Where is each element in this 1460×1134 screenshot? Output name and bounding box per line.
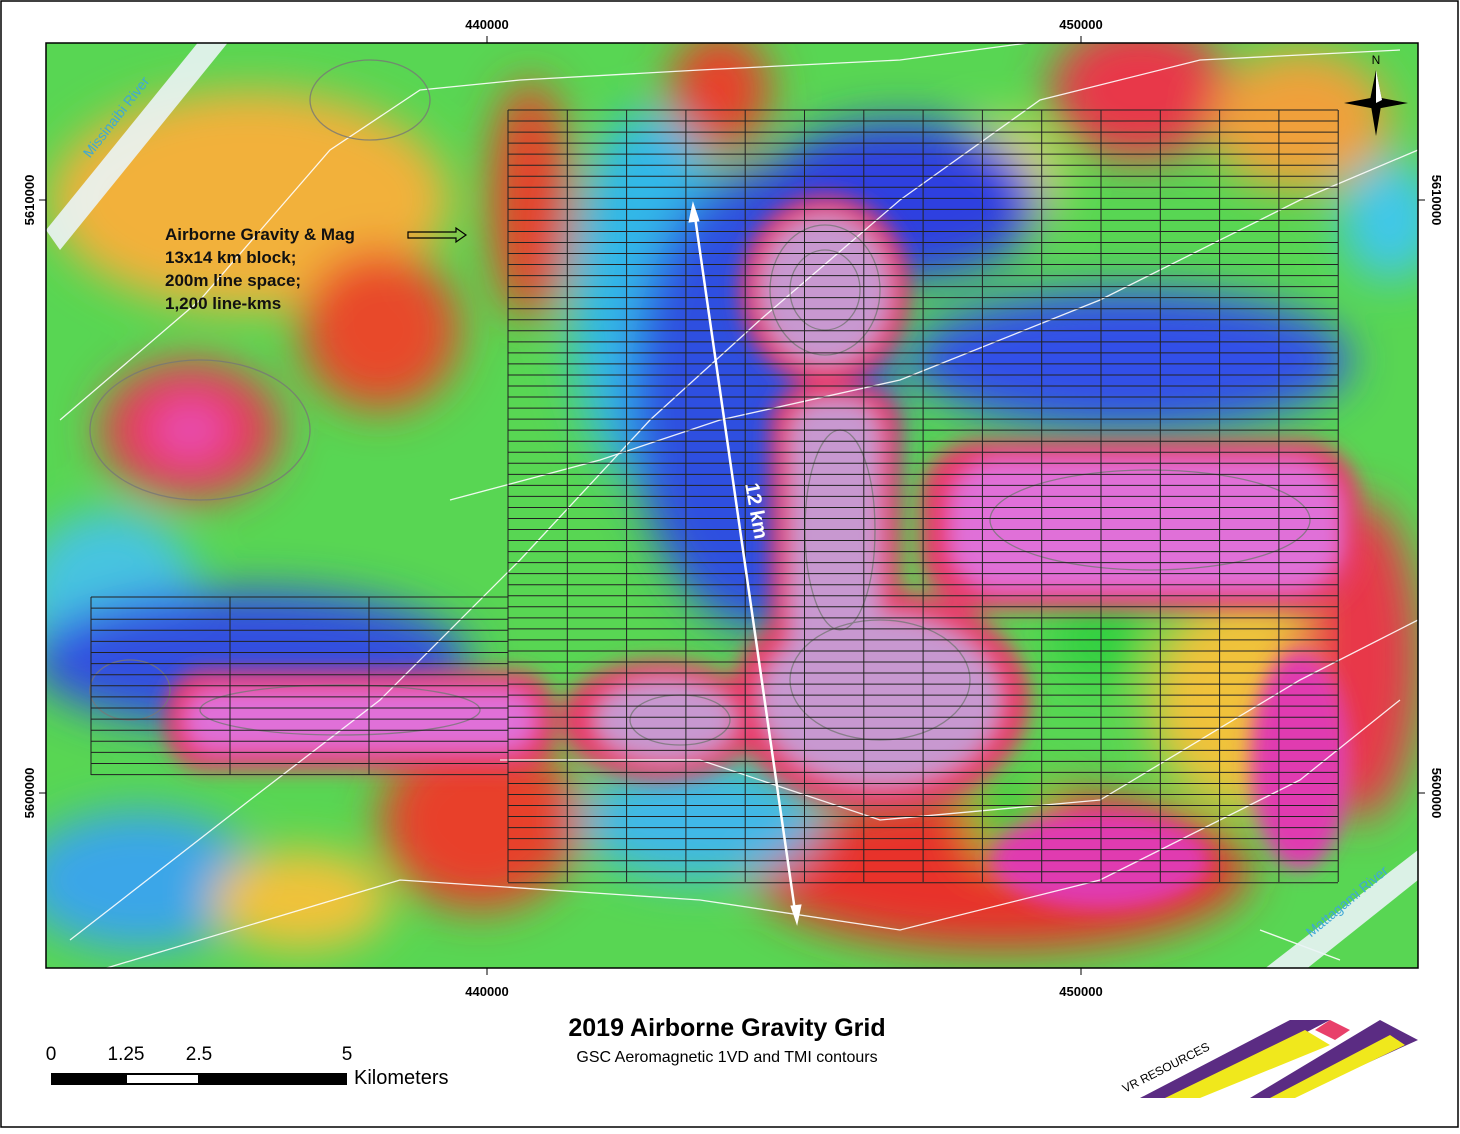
annotation: 200m line space;	[165, 271, 301, 290]
title: 2019 Airborne Gravity Grid	[568, 1014, 885, 1042]
easting-label: 440000	[465, 984, 508, 999]
northing-label: 5600000	[1429, 768, 1444, 819]
northing-label: 5610000	[22, 175, 37, 226]
map-image	[46, 43, 1418, 968]
survey-grid	[90, 109, 1339, 884]
annotation: Airborne Gravity & Mag	[165, 225, 355, 244]
scale-label: 0	[46, 1044, 57, 1065]
easting-label: 440000	[465, 17, 508, 32]
scale-label: 1.25	[108, 1044, 145, 1065]
northing-label: 5610000	[1429, 175, 1444, 226]
scale-label: 2.5	[186, 1044, 212, 1065]
easting-label: 450000	[1059, 984, 1102, 999]
distance-arrow	[688, 201, 802, 926]
annotation: 1,200 line-kms	[165, 294, 281, 313]
north-label: N	[1372, 53, 1381, 67]
annotation: 13x14 km block;	[165, 248, 296, 267]
northing-label: 5600000	[22, 768, 37, 819]
map-frame	[45, 42, 1419, 969]
scale-unit: Kilometers	[354, 1067, 448, 1089]
annotation-arrow	[407, 226, 468, 244]
easting-label: 450000	[1059, 17, 1102, 32]
north-arrow: N	[1344, 53, 1408, 136]
scale-bar: 0 1.25 2.5 5 Kilometers	[46, 1044, 449, 1089]
scale-label: 5	[342, 1044, 353, 1065]
subtitle: GSC Aeromagnetic 1VD and TMI contours	[576, 1049, 877, 1066]
